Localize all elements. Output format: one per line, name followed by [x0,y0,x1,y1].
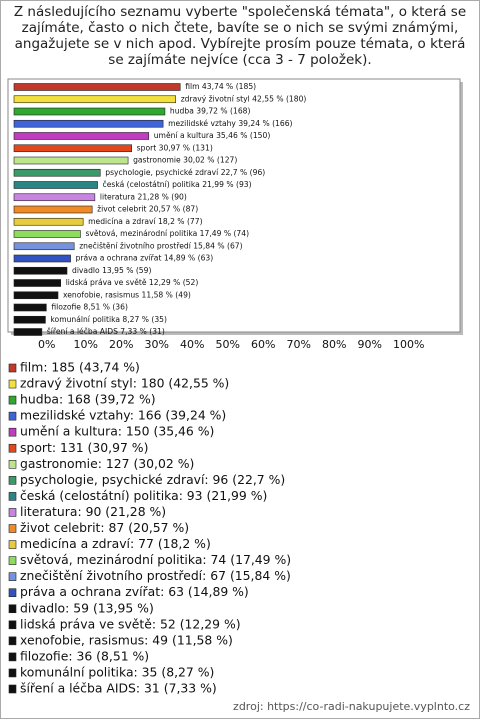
legend-label: mezilidské vztahy: 166 (39,24 %) [20,408,226,423]
bar-label: umění a kultura 35,46 % (150) [154,131,271,140]
bar [13,132,150,140]
legend-label: komunální politika: 35 (8,27 %) [20,664,214,679]
bar [13,95,176,104]
legend-swatch [8,427,17,437]
legend-swatch [8,508,17,517]
legend-label: život celebrit: 87 (20,57 %) [20,520,189,535]
bar-label: gastronomie 30,02 % (127) [133,156,237,165]
bar [13,303,47,312]
bar [13,254,71,263]
legend-swatch [8,411,17,421]
legend-label: literatura: 90 (21,28 %) [20,504,166,519]
legend-swatch [8,540,17,549]
legend-label: sport: 131 (30,97 %) [20,440,148,455]
bar-label: práva a ochrana zvířat 14,89 % (63) [76,254,214,263]
legend-label: práva a ochrana zvířat: 63 (14,89 %) [20,584,249,599]
bar [13,217,84,226]
legend-swatch [8,620,17,630]
bar-label: film 43,74 % (185) [185,82,256,91]
bar-label: světová, mezinárodní politika 17,49 % (7… [85,229,249,238]
legend-label: zdravý životní styl: 180 (42,55 %) [20,376,229,391]
bar [13,181,98,189]
bar-label: zdravý životní styl 42,55 % (180) [181,94,307,103]
x-tick-label: 30% [145,338,169,351]
legend-label: umění a kultura: 150 (35,46 %) [20,424,214,439]
bar [13,193,96,202]
bar [13,315,46,324]
bar [13,230,81,238]
bar-label: literatura 21,28 % (90) [100,192,187,201]
bar [13,279,62,287]
x-tick-label: 0% [38,338,55,351]
bar-label: divadlo 13,95 % (59) [72,266,151,275]
legend-label: filozofie: 36 (8,51 %) [20,648,149,663]
x-tick-label: 10% [74,338,98,351]
legend-swatch [8,684,17,694]
bar [13,291,59,300]
legend-swatch [8,572,17,581]
x-tick-label: 20% [109,338,133,351]
bar-label: medicína a zdraví 18,2 % (77) [88,217,202,226]
bar [13,107,166,116]
legend-label: medicína a zdraví: 77 (18,2 %) [20,536,211,551]
bar-label: mezilidské vztahy 39,24 % (166) [168,119,292,128]
bar-label: život celebrit 20,57 % (87) [97,205,198,214]
legend-swatch [8,476,17,485]
legend-label: divadlo: 59 (13,95 %) [20,600,154,615]
bar [13,119,164,128]
bar [13,156,129,165]
legend-swatch [8,668,17,678]
bar [13,144,132,153]
legend-swatch [8,395,17,405]
x-tick-label: 90% [358,338,382,351]
bar [13,83,181,91]
legend-swatch [8,604,17,614]
bar-label: hudba 39,72 % (168) [170,107,251,116]
x-tick-label: 80% [322,338,346,351]
legend-swatch [8,379,17,389]
legend-label: gastronomie: 127 (30,02 %) [20,456,194,471]
legend-swatch [8,636,17,646]
source: zdroj: https://co-radi-nakupujete.vyplnt… [233,700,470,713]
bar-label: sport 30,97 % (131) [137,143,213,152]
legend-swatch [8,556,17,565]
legend-label: psychologie, psychické zdraví: 96 (22,7 … [20,472,285,487]
bar [13,168,101,177]
legend-swatch [8,363,17,373]
legend-swatch [8,588,17,598]
bar [13,205,93,214]
x-tick-label: 70% [287,338,311,351]
bar-label: xenofobie, rasismus 11,58 % (49) [63,290,191,299]
x-tick-label: 50% [216,338,240,351]
bar-label: psychologie, psychické zdraví 22,7 % (96… [105,168,265,177]
legend-label: film: 185 (43,74 %) [20,360,140,375]
x-tick-label: 100% [393,338,424,351]
legend-label: šíření a léčba AIDS: 31 (7,33 %) [20,681,217,696]
legend-swatch [8,652,17,662]
bar [13,266,68,275]
x-tick-label: 60% [251,338,275,351]
chart-title: Z následujícího seznamu vyberte "společe… [13,4,467,68]
bar-label: komunální politika 8,27 % (35) [50,315,167,324]
bar-label: filozofie 8,51 % (36) [51,303,128,312]
bar-label: šíření a léčba AIDS 7,33 % (31) [47,327,165,336]
legend-label: lidská práva ve světě: 52 (12,29 %) [20,616,241,631]
legend-swatch [8,524,17,533]
bar [13,328,43,336]
bar-label: znečištění životního prostředí 15,84 % (… [79,241,242,250]
bar [13,242,75,251]
legend-label: česká (celostátní) politika: 93 (21,99 %… [20,488,267,503]
bar-label: lidská práva ve světě 12,29 % (52) [66,278,199,287]
legend-swatch [8,443,17,453]
bar-label: česká (celostátní) politika 21,99 % (93) [103,180,252,189]
x-tick-label: 40% [180,338,204,351]
legend-swatch [8,459,17,469]
legend-label: xenofobie, rasismus: 49 (11,58 %) [20,632,233,647]
legend-label: hudba: 168 (39,72 %) [20,392,156,407]
legend-label: světová, mezinárodní politika: 74 (17,49… [20,552,291,567]
legend-label: znečištění životního prostředí: 67 (15,8… [20,568,291,583]
legend-swatch [8,492,17,501]
